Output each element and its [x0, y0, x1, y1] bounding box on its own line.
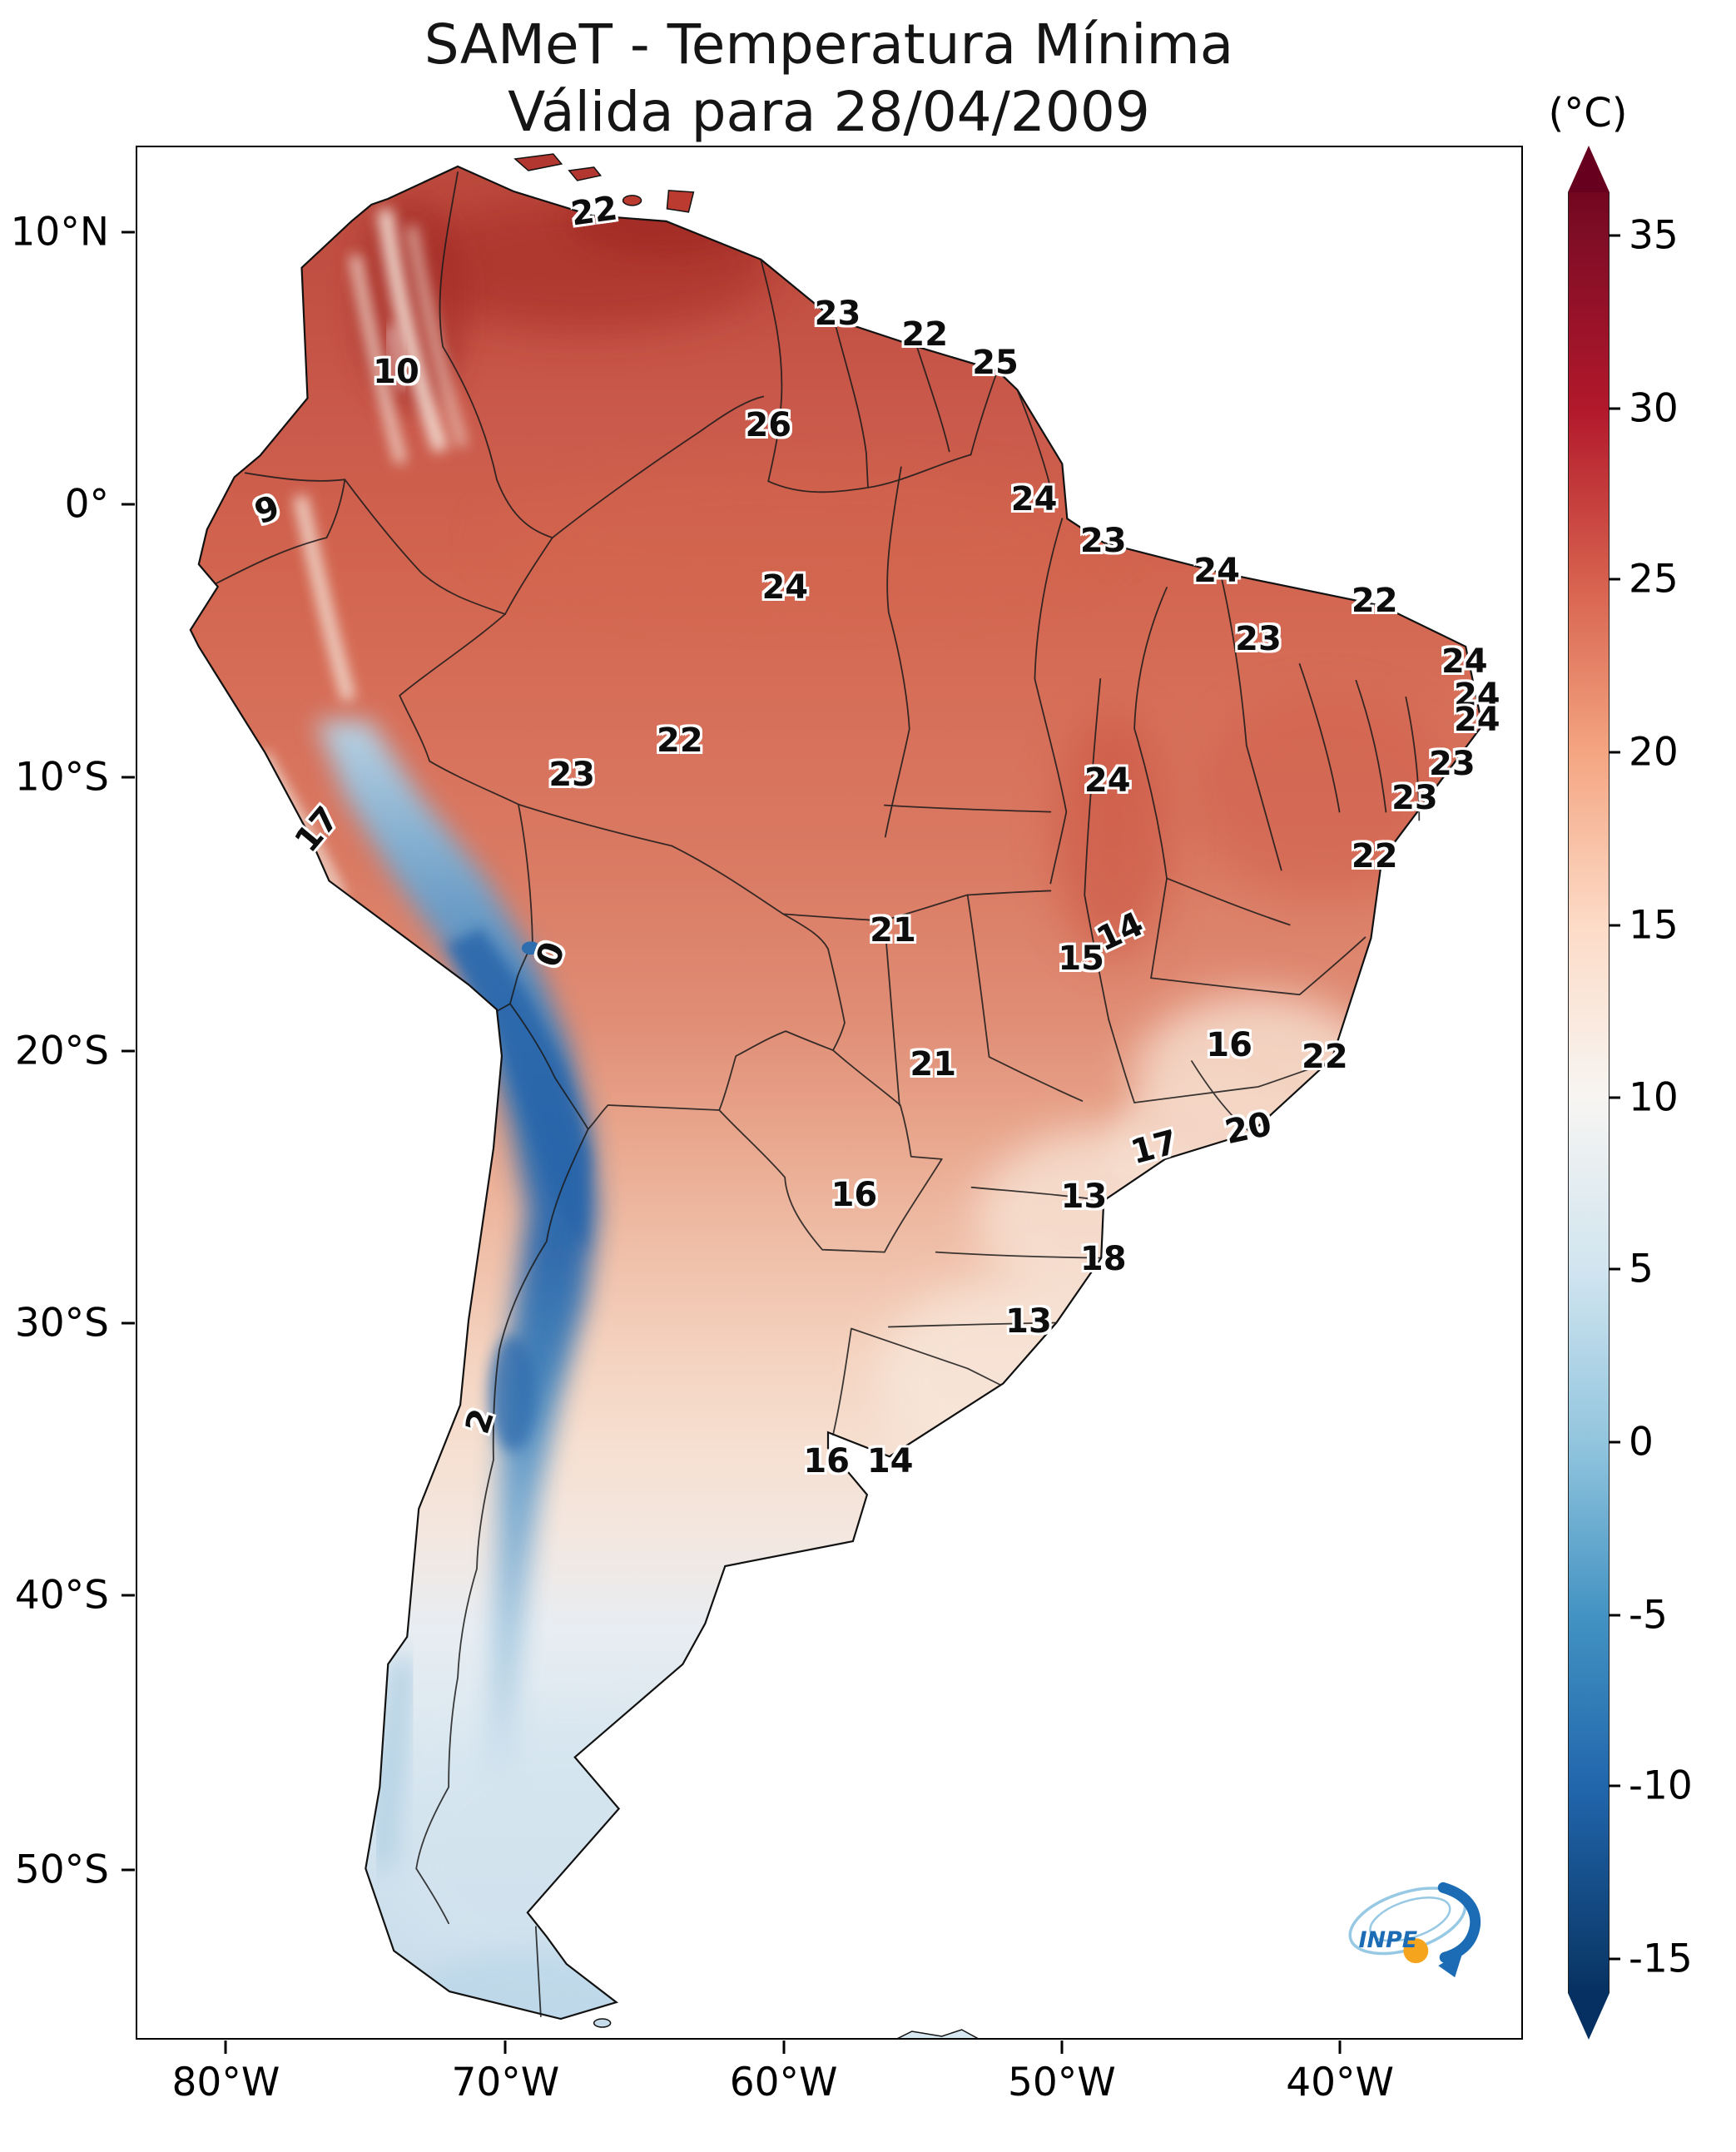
colorbar-tick-label: 15 — [1629, 902, 1679, 949]
colorbar-tick-mark — [1609, 1957, 1620, 1961]
country-state-borders — [215, 171, 1421, 2017]
colorbar-tick-label: -5 — [1629, 1592, 1668, 1639]
colorbar-tick-mark — [1609, 578, 1620, 581]
colorbar-tick-mark — [1609, 751, 1620, 754]
colorbar-tick-label: 35 — [1629, 212, 1679, 259]
logo-text: INPE — [1358, 1927, 1417, 1953]
colorbar-tick-mark — [1609, 1440, 1620, 1444]
colorbar-tick-label: 20 — [1629, 729, 1679, 776]
lon-tick-label: 50°W — [1007, 2060, 1116, 2105]
lat-tick-label: 20°S — [14, 1028, 109, 1074]
andes-region — [315, 720, 598, 1776]
lat-tick-label: 50°S — [14, 1847, 109, 1893]
islands — [513, 153, 979, 2038]
colorbar-tick-mark — [1609, 1784, 1620, 1788]
lon-tick-mark — [1060, 2040, 1064, 2054]
lake-titicaca — [521, 941, 540, 955]
colorbar-arrow-bottom — [1568, 1993, 1610, 2040]
lat-tick-mark — [122, 1049, 135, 1053]
lon-tick-mark — [1338, 2040, 1342, 2054]
lat-tick-label: 40°S — [14, 1572, 109, 1619]
figure-title-block: SAMeT - Temperatura Mínima Válida para 2… — [424, 12, 1233, 146]
colorbar-tick-mark — [1609, 924, 1620, 927]
lat-tick-label: 0° — [64, 481, 109, 528]
lat-tick-mark — [122, 1321, 135, 1325]
lon-tick-label: 70°W — [451, 2060, 560, 2105]
colorbar-tick-label: 30 — [1629, 385, 1679, 432]
lat-tick-label: 10°S — [14, 754, 109, 801]
lon-tick-mark — [224, 2040, 227, 2054]
colorbar-tick-mark — [1609, 1267, 1620, 1271]
colorbar: 35 30 25 20 15 10 5 0 -5 -10 -15 — [1568, 146, 1693, 2040]
lon-tick-label: 60°W — [729, 2060, 838, 2105]
lat-tick-mark — [122, 1868, 135, 1872]
colorbar-tick-mark — [1609, 1614, 1620, 1617]
lon-tick-label: 80°W — [171, 2060, 280, 2105]
colorbar-tick-label: -10 — [1629, 1763, 1693, 1809]
figure-title: SAMeT - Temperatura Mínima — [424, 12, 1234, 77]
colorbar-tick-label: 10 — [1629, 1074, 1679, 1121]
logo-orange-dot — [1403, 1938, 1429, 1964]
logo-arrow — [1437, 1882, 1481, 1963]
colorbar-tick-label: 25 — [1629, 556, 1679, 602]
lon-tick-mark — [503, 2040, 507, 2054]
colorbar-body: 35 30 25 20 15 10 5 0 -5 -10 -15 — [1568, 192, 1693, 1993]
south-america-temperature-map: INPE — [189, 153, 1484, 2038]
lat-tick-label: 30°S — [14, 1300, 109, 1346]
colorbar-tick-mark — [1609, 234, 1620, 237]
colorbar-tick-label: 5 — [1629, 1246, 1654, 1292]
inpe-logo: INPE — [1348, 1882, 1481, 1978]
colorbar-unit-label: (°C) — [1548, 90, 1628, 136]
colorbar-tick-mark — [1609, 407, 1620, 410]
colorbar-arrow-top — [1568, 146, 1610, 192]
colorbar-tick-label: 0 — [1629, 1419, 1654, 1465]
colorbar-tick-mark — [1609, 1096, 1620, 1099]
figure-subtitle: Válida para 28/04/2009 — [508, 79, 1150, 144]
lat-tick-label: 10°N — [10, 209, 109, 255]
lon-tick-mark — [782, 2040, 786, 2054]
lon-tick-label: 40°W — [1286, 2060, 1395, 2105]
colorbar-tick-label: -15 — [1629, 1936, 1693, 1982]
lat-tick-mark — [122, 503, 135, 506]
logo-orbit-inner — [1369, 1897, 1451, 1942]
lat-tick-mark — [122, 776, 135, 779]
map-plot: INPE 22 23 22 25 26 10 9 24 23 24 22 23 24 24 24 24 22 23… — [11, 146, 1523, 2105]
lat-tick-mark — [122, 231, 135, 234]
lat-tick-mark — [122, 1594, 135, 1597]
